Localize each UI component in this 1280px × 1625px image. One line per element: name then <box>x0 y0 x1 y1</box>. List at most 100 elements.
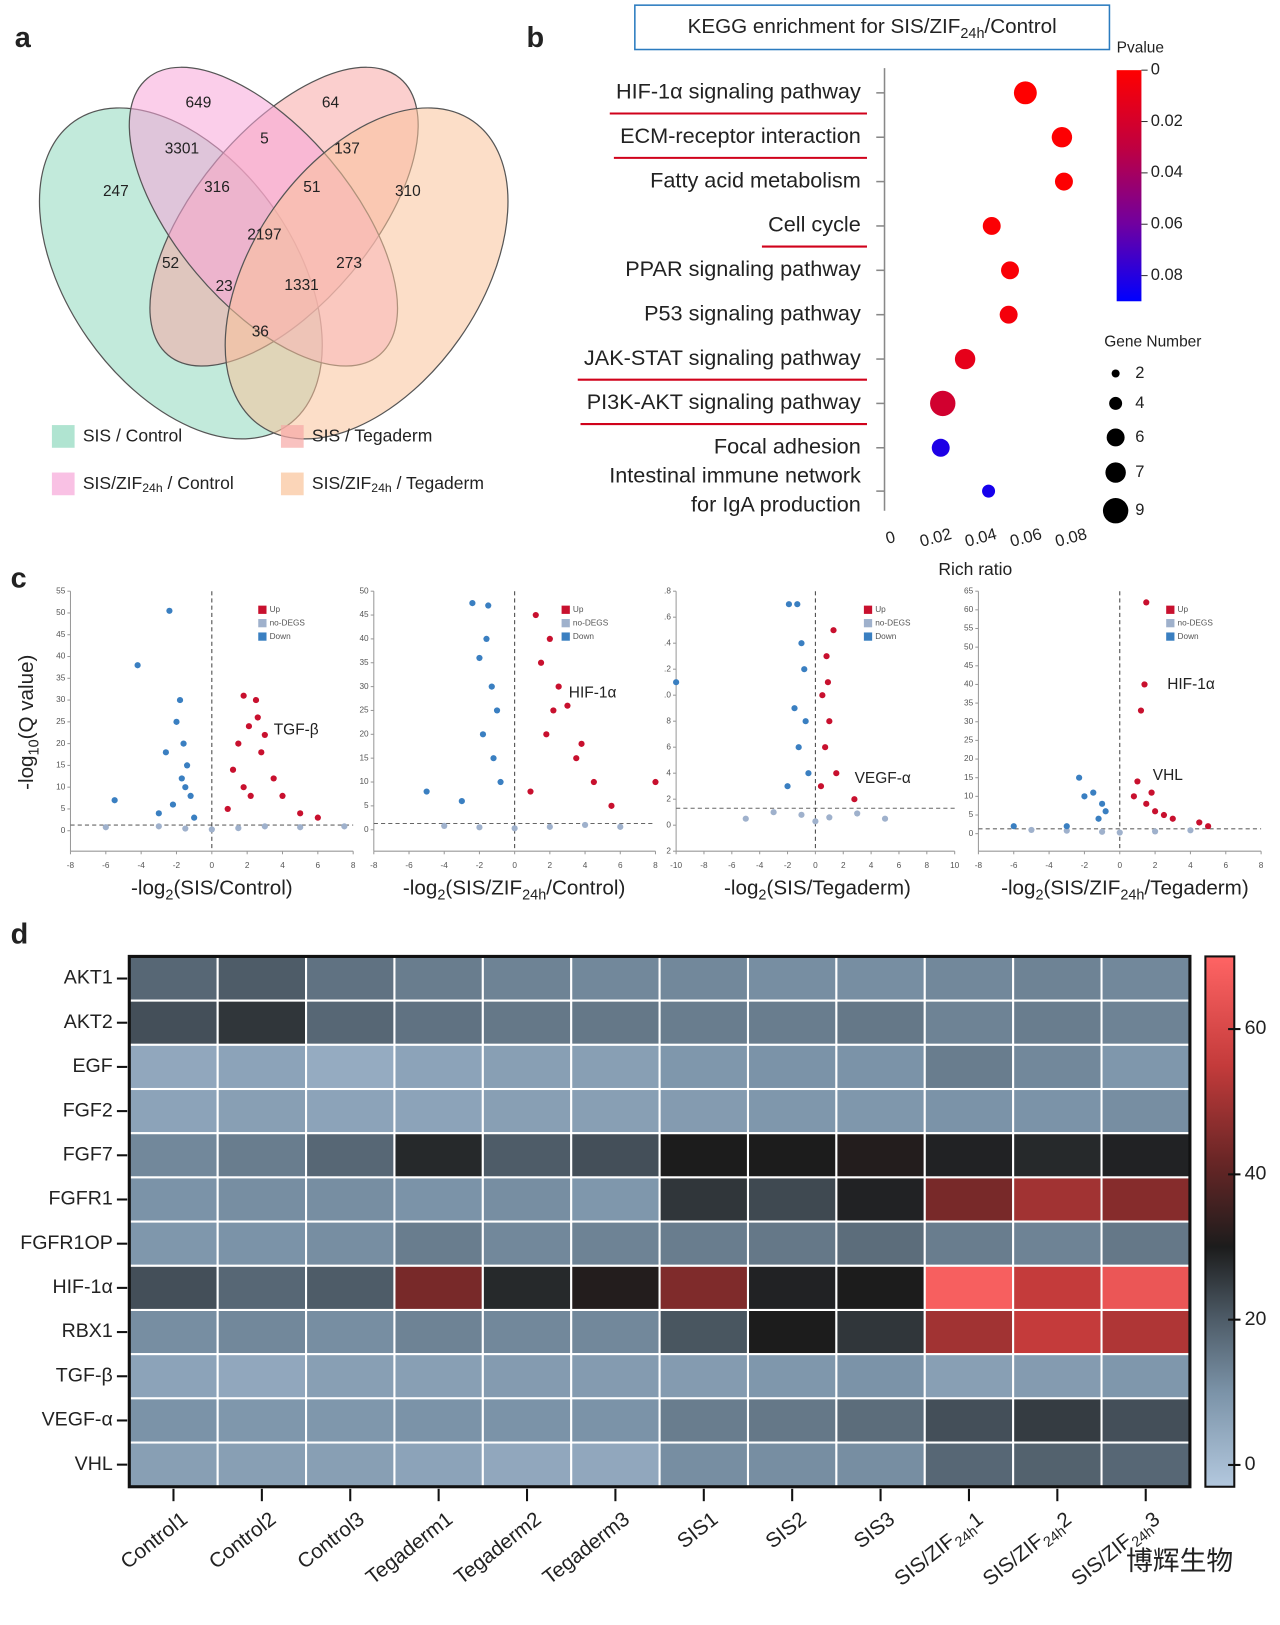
heat-cell <box>835 1087 926 1135</box>
bubble <box>999 305 1018 324</box>
point <box>1152 828 1159 835</box>
point <box>1098 800 1106 807</box>
point <box>590 778 597 786</box>
panel-letter: d <box>11 918 29 950</box>
bubble <box>1001 261 1019 280</box>
text-part: /Control) <box>546 877 625 900</box>
venn-count: 310 <box>395 183 421 200</box>
heat-cell <box>658 1176 750 1223</box>
heat-cell <box>570 1220 661 1267</box>
heat-cell <box>1012 1308 1103 1356</box>
point <box>155 810 162 817</box>
heat-cell <box>658 1264 750 1312</box>
x-tick-label: -2 <box>784 861 792 870</box>
text-part: 10 <box>26 739 42 755</box>
venn-count: 3301 <box>165 141 199 158</box>
x-tick-label: -8 <box>975 861 983 870</box>
heat-cell <box>923 1308 1015 1356</box>
y-tick-label: 20 <box>56 739 66 748</box>
heat-cell <box>658 1397 750 1444</box>
x-tick-label: 0.02 <box>918 525 954 551</box>
x-tick-label: 8 <box>653 861 658 870</box>
text-part: /Tegaderm) <box>1144 877 1248 900</box>
legend-label: Up <box>270 605 281 614</box>
y-tick-label: 65 <box>964 586 974 595</box>
row-label: HIF-1α <box>52 1276 112 1298</box>
heat-cell <box>835 1043 926 1091</box>
legend-swatch <box>280 425 304 448</box>
point <box>1116 829 1123 836</box>
y-axis-label: -log10(Q value) <box>16 655 43 790</box>
heat-cell <box>128 1264 219 1312</box>
point <box>240 784 247 791</box>
point <box>798 640 805 647</box>
colorbar-tick-label: 60 <box>1245 1017 1267 1039</box>
bubble <box>1051 127 1073 148</box>
heat-cell <box>746 1043 838 1091</box>
heat-cell <box>570 1441 661 1488</box>
heat-cell <box>923 955 1015 1002</box>
heat-cell <box>570 1132 661 1179</box>
y-tick-label: 10 <box>56 782 66 791</box>
legend-swatch <box>561 619 570 628</box>
text-part: 2 <box>165 887 173 903</box>
text-part: (Q value) <box>16 655 39 740</box>
point <box>673 679 680 686</box>
y-tick-label: .6 <box>664 612 671 621</box>
point <box>1010 823 1017 830</box>
heat-cell <box>746 955 838 1002</box>
text-part: -log <box>724 877 758 900</box>
x-tick-label: 2 <box>1153 861 1158 870</box>
point <box>817 783 825 790</box>
heat-cell <box>481 1397 573 1444</box>
legend-swatch <box>51 425 75 448</box>
legend-swatch <box>1166 632 1175 641</box>
legend-swatch <box>1166 605 1175 614</box>
heat-cell <box>658 1353 750 1400</box>
point <box>102 824 109 831</box>
panel-letter: a <box>15 22 32 54</box>
y-tick-label: 15 <box>56 761 66 770</box>
heat-cell <box>1012 1264 1103 1312</box>
heat-cell <box>1100 1397 1191 1444</box>
column-label: SIS1 <box>673 1508 722 1554</box>
heat-cell <box>128 1176 219 1223</box>
bubble <box>1013 81 1037 105</box>
point <box>1090 789 1097 796</box>
title-box <box>634 4 1111 51</box>
y-tick-label: .2 <box>664 664 671 673</box>
point <box>187 792 194 799</box>
heat-cell <box>481 1308 573 1356</box>
legend-label: no-DEGS <box>270 618 306 627</box>
heat-cell <box>1012 1132 1103 1179</box>
point <box>229 766 237 773</box>
text-part: SIS / Control <box>83 425 182 445</box>
y-tick-label: 4 <box>666 768 671 777</box>
legend-swatch <box>280 472 304 496</box>
heat-cell <box>746 999 838 1046</box>
y-tick-label: 25 <box>56 717 66 726</box>
y-tick-label: 5 <box>61 804 66 813</box>
text-part: 2 <box>437 887 445 903</box>
heat-cell <box>923 1087 1015 1135</box>
point <box>543 731 550 738</box>
heat-cell <box>746 1264 838 1312</box>
y-tick-label: 0 <box>969 829 974 838</box>
point <box>155 823 162 830</box>
y-tick-label: 40 <box>359 634 369 643</box>
heat-cell <box>305 1264 396 1312</box>
text-part: KEGG enrichment for SIS/ZIF <box>688 15 961 38</box>
y-tick-label: 15 <box>964 773 974 782</box>
point <box>441 822 448 830</box>
point <box>493 707 501 714</box>
heat-cell <box>923 1176 1015 1223</box>
text-part: -log <box>16 755 39 789</box>
y-tick-label: 0 <box>666 820 671 829</box>
x-tick-label: -2 <box>1081 861 1089 870</box>
heat-cell <box>393 955 484 1002</box>
y-tick-label: 5 <box>364 801 369 810</box>
point <box>180 740 187 747</box>
heat-cell <box>216 1397 308 1444</box>
size-legend-mark <box>1106 428 1125 447</box>
venn-count: 649 <box>186 94 212 111</box>
